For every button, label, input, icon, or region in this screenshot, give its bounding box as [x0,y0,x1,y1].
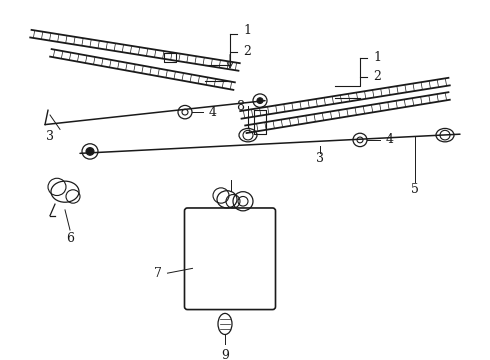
Text: 1: 1 [243,24,251,37]
Circle shape [86,148,94,155]
Text: 1: 1 [373,51,381,64]
Text: 6: 6 [66,232,74,245]
Text: 4: 4 [386,134,394,147]
Text: 8: 8 [236,100,244,113]
Text: 3: 3 [46,130,54,143]
Text: 4: 4 [209,105,217,119]
Text: 2: 2 [243,45,251,58]
Text: 3: 3 [316,152,324,165]
Text: 9: 9 [221,349,229,360]
FancyBboxPatch shape [185,208,275,310]
Text: 2: 2 [373,70,381,83]
Circle shape [257,98,263,104]
Text: 5: 5 [411,183,419,196]
Text: 7: 7 [153,267,161,280]
